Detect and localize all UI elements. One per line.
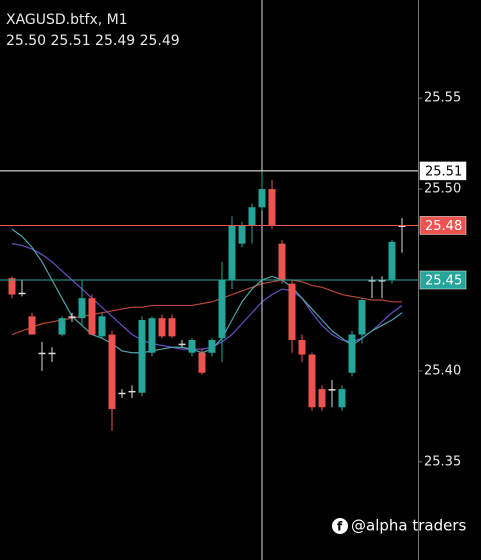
candle-body bbox=[28, 316, 36, 335]
price-level-box bbox=[419, 270, 467, 290]
candle-body bbox=[338, 389, 346, 408]
candle-body bbox=[118, 392, 126, 395]
candle-body bbox=[348, 334, 356, 373]
candle-body bbox=[68, 316, 76, 318]
candle-body bbox=[368, 280, 376, 282]
price-level-label: 25.48 bbox=[425, 219, 462, 234]
candle-body bbox=[188, 340, 196, 353]
candle-body bbox=[148, 318, 156, 353]
moving-average-line bbox=[11, 228, 403, 354]
y-tick-label: 25.35 bbox=[424, 454, 461, 469]
y-tick-label: 25.40 bbox=[424, 363, 461, 378]
candle-body bbox=[328, 389, 336, 391]
moving-average-line bbox=[11, 279, 402, 336]
facebook-icon bbox=[332, 518, 348, 534]
chart-title: XAGUSD.btfx, M1 bbox=[6, 12, 128, 28]
candle-body bbox=[138, 320, 146, 393]
candle-body bbox=[98, 316, 106, 337]
watermark: f @alpha traders bbox=[332, 517, 467, 535]
candle-body bbox=[278, 243, 286, 280]
price-level-label: 25.45 bbox=[425, 274, 462, 289]
candle-body bbox=[208, 340, 216, 353]
candle-body bbox=[178, 343, 186, 346]
candle-body bbox=[308, 354, 316, 408]
y-tick-label: 25.50 bbox=[424, 182, 461, 197]
candle-body bbox=[228, 225, 236, 280]
candle-body bbox=[218, 280, 226, 339]
candle-body bbox=[388, 241, 396, 280]
candle-body bbox=[168, 318, 176, 337]
price-level-box bbox=[419, 216, 467, 235]
candle-body bbox=[38, 352, 46, 355]
candle-body bbox=[358, 300, 366, 335]
candle-body bbox=[248, 207, 256, 226]
watermark-text: @alpha traders bbox=[351, 517, 467, 535]
candle-body bbox=[238, 225, 246, 244]
facebook-glyph: f bbox=[337, 520, 343, 534]
candle-body bbox=[298, 340, 306, 355]
ohlc-readout: 25.50 25.51 25.49 25.49 bbox=[6, 33, 180, 49]
candle-body bbox=[318, 389, 326, 408]
candle-body bbox=[198, 352, 206, 373]
candle-body bbox=[378, 280, 386, 282]
candle-body bbox=[158, 318, 166, 337]
candle-body bbox=[18, 292, 26, 295]
candle-body bbox=[88, 298, 96, 335]
candle-body bbox=[398, 225, 406, 227]
moving-average-line bbox=[11, 243, 403, 350]
candle-body bbox=[288, 283, 296, 340]
candle-body bbox=[58, 318, 66, 335]
price-level-label: 25.51 bbox=[425, 164, 462, 179]
candle-body bbox=[258, 189, 266, 208]
candle-body bbox=[108, 334, 116, 410]
candle-body bbox=[268, 189, 276, 226]
price-level-box bbox=[419, 161, 467, 181]
candle-body bbox=[78, 298, 86, 319]
candle-body bbox=[48, 352, 56, 355]
candle-body bbox=[8, 278, 16, 295]
y-tick-label: 25.55 bbox=[424, 91, 461, 106]
candle-body bbox=[128, 390, 136, 393]
